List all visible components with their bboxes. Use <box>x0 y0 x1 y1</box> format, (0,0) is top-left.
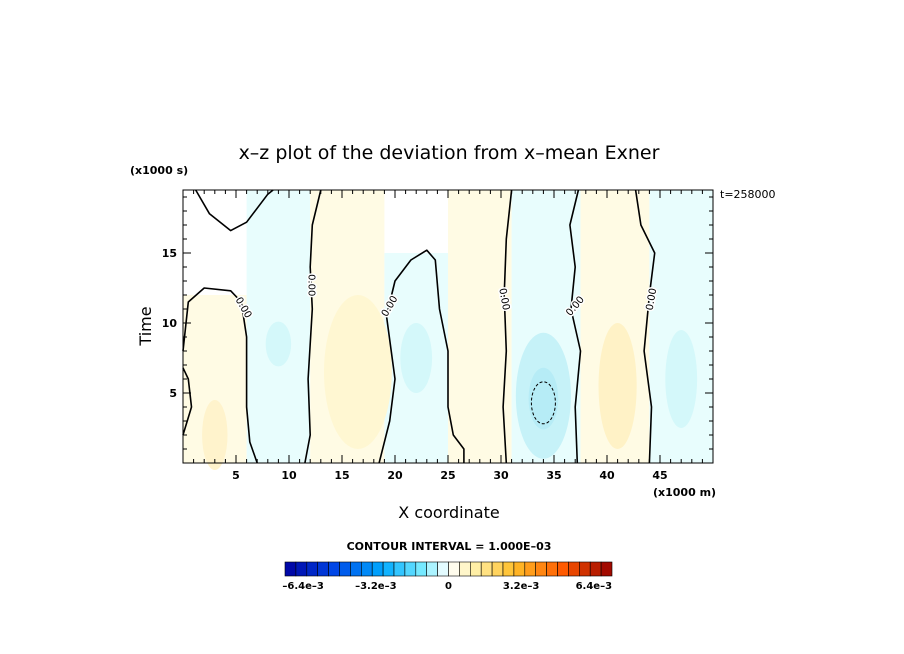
colorbar-tick-label: –6.4e–3 <box>282 581 323 592</box>
colorbar-swatch <box>437 561 449 577</box>
colorbar-swatch <box>284 561 297 577</box>
colorbar-swatch <box>459 561 471 577</box>
y-axis-ticks: 5 10 15 <box>162 247 178 400</box>
colorbar-tick-label: 3.2e–3 <box>503 581 539 592</box>
timestamp-label: t=258000 <box>720 188 776 201</box>
anomaly-blob-0 <box>323 295 392 449</box>
colorbar-swatch <box>317 561 329 577</box>
x-tick-label: 45 <box>652 469 667 482</box>
zero-contour-1 <box>182 287 258 464</box>
zero-contour-6 <box>569 189 582 464</box>
zero-contour-3 <box>304 189 322 464</box>
x-tick-label: 15 <box>334 469 349 482</box>
zero-contour-0 <box>195 189 274 232</box>
x-axis-label: X coordinate <box>398 503 499 522</box>
colorbar-swatch <box>578 561 591 577</box>
colorbar-swatch <box>589 561 602 577</box>
x-tick-label: 25 <box>440 469 455 482</box>
colorbar-swatch <box>600 561 613 577</box>
zero-contour-4 <box>378 249 465 464</box>
colorbar-swatch <box>469 561 482 577</box>
x-axis-ticks: 5 10 15 20 25 30 35 40 45 <box>232 469 667 482</box>
anomaly-blob-7 <box>202 400 228 470</box>
chart-title: x–z plot of the deviation from x–mean Ex… <box>239 142 660 164</box>
contour-lines <box>182 189 656 464</box>
colorbar-tick-label: –3.2e–3 <box>355 581 396 592</box>
colorbar-swatch <box>480 561 493 577</box>
colorbar-swatch <box>568 561 580 577</box>
y-tick-label: 15 <box>162 247 177 260</box>
colorbar-swatch <box>306 561 318 577</box>
colorbar-swatch <box>535 561 547 577</box>
colorbar-swatch <box>339 561 351 577</box>
colorbar-swatch <box>491 561 504 577</box>
y-tick-label: 10 <box>162 317 178 330</box>
colorbar-swatch <box>393 561 406 577</box>
x-unit-label: (x1000 m) <box>653 486 716 499</box>
zero-contour-5 <box>502 189 513 464</box>
colorbar-swatch <box>371 561 384 577</box>
zero-contour-7 <box>634 189 656 464</box>
colorbar-swatch <box>502 561 515 577</box>
x-tick-label: 5 <box>232 469 240 482</box>
anomaly-blob-5 <box>598 323 637 449</box>
shaded-fields <box>183 190 713 470</box>
colorbar <box>284 561 613 577</box>
anomaly-blob-2 <box>400 323 433 393</box>
colorbar-swatch <box>448 561 460 577</box>
colorbar-swatch <box>382 561 395 577</box>
colorbar-swatch <box>328 561 340 577</box>
colorbar-swatch <box>350 561 362 577</box>
x-tick-label: 30 <box>493 469 509 482</box>
x-tick-label: 40 <box>599 469 615 482</box>
colorbar-tick-label: 6.4e–3 <box>576 581 612 592</box>
colorbar-swatch <box>295 561 308 577</box>
anomaly-blob-6 <box>665 330 698 428</box>
colorbar-swatch <box>546 561 558 577</box>
plot-area: 0.000.000.00 0.00 0.00 0.00 <box>182 189 714 470</box>
colorbar-swatch <box>557 561 569 577</box>
x-tick-label: 10 <box>281 469 297 482</box>
field-positive-4 <box>448 190 512 463</box>
colorbar-tick-label: 0 <box>445 581 452 592</box>
x-tick-label: 35 <box>546 469 561 482</box>
negative-contour <box>530 381 556 425</box>
colorbar-swatch <box>404 561 417 577</box>
colorbar-swatch <box>360 561 373 577</box>
contour-label-1: 0.00 <box>305 274 316 296</box>
colorbar-swatch <box>426 561 438 577</box>
contour-interval-label: CONTOUR INTERVAL = 1.000E–03 <box>347 540 552 553</box>
anomaly-blob-4 <box>528 367 559 430</box>
y-unit-label: (x1000 s) <box>130 164 188 177</box>
y-axis-label: Time <box>136 306 155 346</box>
x-tick-label: 20 <box>387 469 403 482</box>
colorbar-swatch <box>415 561 427 577</box>
y-tick-label: 5 <box>169 387 177 400</box>
anomaly-blob-1 <box>265 321 292 367</box>
minor-ticks <box>183 190 713 463</box>
colorbar-swatch <box>513 561 526 577</box>
colorbar-swatch <box>524 561 536 577</box>
colorbar-tick-labels: –6.4e–3 –3.2e–3 0 3.2e–3 6.4e–3 <box>282 581 612 592</box>
